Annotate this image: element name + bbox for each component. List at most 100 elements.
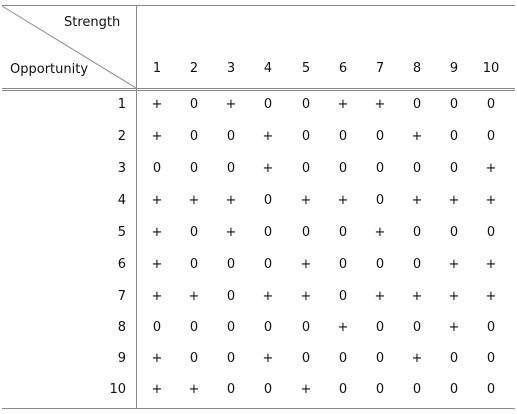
matrix-cell: 0 [338, 382, 348, 397]
matrix-cell: 0 [189, 161, 199, 176]
matrix-cell: + [225, 193, 237, 208]
matrix-cell: + [151, 289, 163, 304]
matrix-cell: + [262, 351, 274, 366]
matrix-cell: 0 [486, 129, 496, 144]
matrix-cell: 0 [486, 382, 496, 397]
matrix-cell: + [374, 289, 386, 304]
column-label: 7 [375, 61, 385, 76]
matrix-cell: + [188, 382, 200, 397]
matrix-cell: 0 [375, 351, 385, 366]
matrix-cell: 0 [301, 97, 311, 112]
matrix-cell: + [188, 289, 200, 304]
row-label: 9 [117, 351, 126, 366]
matrix-cell: 0 [189, 97, 199, 112]
matrix-cell: 0 [152, 320, 162, 335]
row-label: 2 [117, 129, 126, 144]
matrix-cell: 0 [301, 351, 311, 366]
matrix-cell: 0 [226, 351, 236, 366]
matrix-cell: 0 [189, 257, 199, 272]
matrix-cell: + [151, 129, 163, 144]
matrix-cell: + [262, 129, 274, 144]
matrix-cell: 0 [449, 161, 459, 176]
matrix-cell: + [411, 193, 423, 208]
matrix-cell: 0 [263, 193, 273, 208]
matrix-cell: 0 [263, 320, 273, 335]
matrix-cell: 0 [263, 225, 273, 240]
matrix-cell: 0 [226, 161, 236, 176]
matrix-cell: + [411, 289, 423, 304]
matrix-cell: 0 [226, 257, 236, 272]
column-label: 3 [226, 61, 236, 76]
matrix-cell: 0 [412, 97, 422, 112]
matrix-cell: + [151, 351, 163, 366]
matrix-cell: 0 [338, 161, 348, 176]
matrix-cell: 0 [189, 225, 199, 240]
column-label: 8 [412, 61, 422, 76]
matrix-cell: + [262, 161, 274, 176]
matrix-cell: + [225, 97, 237, 112]
matrix-cell: 0 [412, 161, 422, 176]
column-label: 9 [449, 61, 459, 76]
matrix-cell: 0 [449, 129, 459, 144]
matrix-cell: + [300, 382, 312, 397]
row-label: 8 [117, 320, 126, 335]
matrix-cell: 0 [412, 382, 422, 397]
matrix-cell: + [448, 257, 460, 272]
matrix-cell: 0 [301, 129, 311, 144]
column-label: 5 [301, 61, 311, 76]
matrix-cell: + [485, 161, 497, 176]
matrix-cell: + [374, 97, 386, 112]
row-label: 6 [117, 257, 126, 272]
matrix-cell: + [300, 193, 312, 208]
matrix-cell: 0 [189, 351, 199, 366]
matrix-cell: 0 [412, 225, 422, 240]
matrix-cell: 0 [375, 129, 385, 144]
row-header-divider [136, 5, 137, 409]
matrix-cell: + [225, 225, 237, 240]
column-label: 10 [482, 61, 500, 76]
column-label: 2 [189, 61, 199, 76]
row-label: 4 [117, 193, 126, 208]
matrix-cell: 0 [486, 225, 496, 240]
matrix-cell: 0 [338, 257, 348, 272]
matrix-cell: 0 [338, 129, 348, 144]
header-diagonal [1, 5, 137, 89]
matrix-cell: 0 [449, 382, 459, 397]
matrix-cell: + [300, 257, 312, 272]
matrix-cell: 0 [486, 351, 496, 366]
row-label: 5 [117, 225, 126, 240]
column-label: 6 [338, 61, 348, 76]
matrix-cell: 0 [301, 225, 311, 240]
matrix-cell: + [485, 257, 497, 272]
matrix-cell: 0 [486, 97, 496, 112]
matrix-cell: 0 [226, 289, 236, 304]
matrix-cell: + [485, 193, 497, 208]
matrix-cell: + [485, 289, 497, 304]
matrix-cell: 0 [152, 161, 162, 176]
matrix-cell: 0 [412, 257, 422, 272]
matrix-cell: 0 [375, 193, 385, 208]
matrix-cell: 0 [189, 320, 199, 335]
header-bottom-border [2, 88, 515, 89]
matrix-cell: + [337, 193, 349, 208]
row-label: 7 [117, 289, 126, 304]
matrix-cell: 0 [189, 129, 199, 144]
matrix-cell: + [448, 320, 460, 335]
row-axis-label: Opportunity [10, 62, 89, 77]
matrix-cell: 0 [301, 161, 311, 176]
matrix-cell: 0 [338, 289, 348, 304]
matrix-cell: 0 [486, 320, 496, 335]
row-label: 3 [117, 161, 126, 176]
matrix-cell: 0 [449, 225, 459, 240]
matrix-cell: 0 [375, 161, 385, 176]
matrix-cell: 0 [263, 97, 273, 112]
matrix-cell: + [337, 97, 349, 112]
matrix-cell: + [151, 257, 163, 272]
matrix-cell: + [337, 320, 349, 335]
matrix-cell: 0 [449, 97, 459, 112]
matrix-cell: 0 [449, 351, 459, 366]
row-label: 1 [117, 97, 126, 112]
matrix-cell: 0 [375, 382, 385, 397]
matrix-cell: + [151, 97, 163, 112]
matrix-cell: 0 [226, 382, 236, 397]
